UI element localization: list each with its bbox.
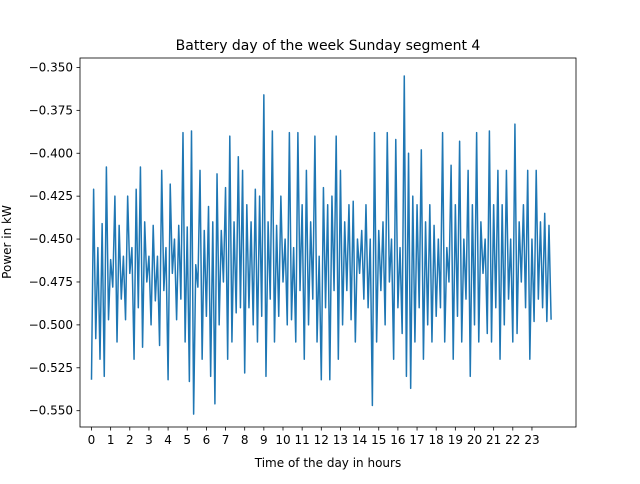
x-tick-label: 13: [333, 433, 348, 447]
x-tick-label: 11: [295, 433, 310, 447]
y-tick-label: −0.450: [29, 232, 73, 246]
x-tick-label: 20: [467, 433, 482, 447]
x-tick-label: 9: [260, 433, 268, 447]
x-tick-label: 19: [448, 433, 463, 447]
y-axis: −0.550 −0.525 −0.500 −0.475 −0.450 −0.425 −0.4…: [29, 60, 80, 418]
x-tick-label: 10: [275, 433, 290, 447]
y-tick-label: −0.550: [29, 404, 73, 418]
x-tick-label: 5: [183, 433, 191, 447]
y-tick-label: −0.425: [29, 189, 73, 203]
y-tick-label: −0.400: [29, 146, 73, 160]
x-tick-label: 8: [241, 433, 249, 447]
x-tick-label: 1: [107, 433, 115, 447]
x-tick-label: 7: [222, 433, 230, 447]
x-tick-label: 23: [524, 433, 539, 447]
y-tick-label: −0.350: [29, 60, 73, 74]
chart-title: Battery day of the week Sunday segment 4: [176, 38, 481, 54]
plot-area: [90, 75, 552, 415]
x-tick-label: 17: [409, 433, 424, 447]
x-tick-label: 3: [145, 433, 153, 447]
x-tick-label: 12: [314, 433, 329, 447]
series-line-0: [90, 75, 552, 415]
x-tick-label: 18: [429, 433, 444, 447]
x-tick-label: 14: [352, 433, 367, 447]
x-tick-label: 21: [486, 433, 501, 447]
y-tick-label: −0.525: [29, 361, 73, 375]
x-tick-label: 6: [203, 433, 211, 447]
x-tick-label: 4: [164, 433, 172, 447]
x-tick-label: 16: [390, 433, 405, 447]
plot-frame: [79, 57, 577, 428]
y-tick-label: −0.475: [29, 275, 73, 289]
y-tick-label: −0.375: [29, 103, 73, 117]
y-axis-label: Power in kW: [0, 205, 14, 279]
x-tick-label: 22: [505, 433, 520, 447]
x-axis-label: Time of the day in hours: [254, 456, 401, 470]
y-tick-label: −0.500: [29, 318, 73, 332]
x-tick-label: 0: [88, 433, 96, 447]
x-axis: 0 1 2 3 4 5 6 7 8 9 10 11 12 13 14 15 16 17 18 19 20 21 22 23: [88, 427, 540, 447]
x-tick-label: 15: [371, 433, 386, 447]
x-tick-label: 2: [126, 433, 134, 447]
